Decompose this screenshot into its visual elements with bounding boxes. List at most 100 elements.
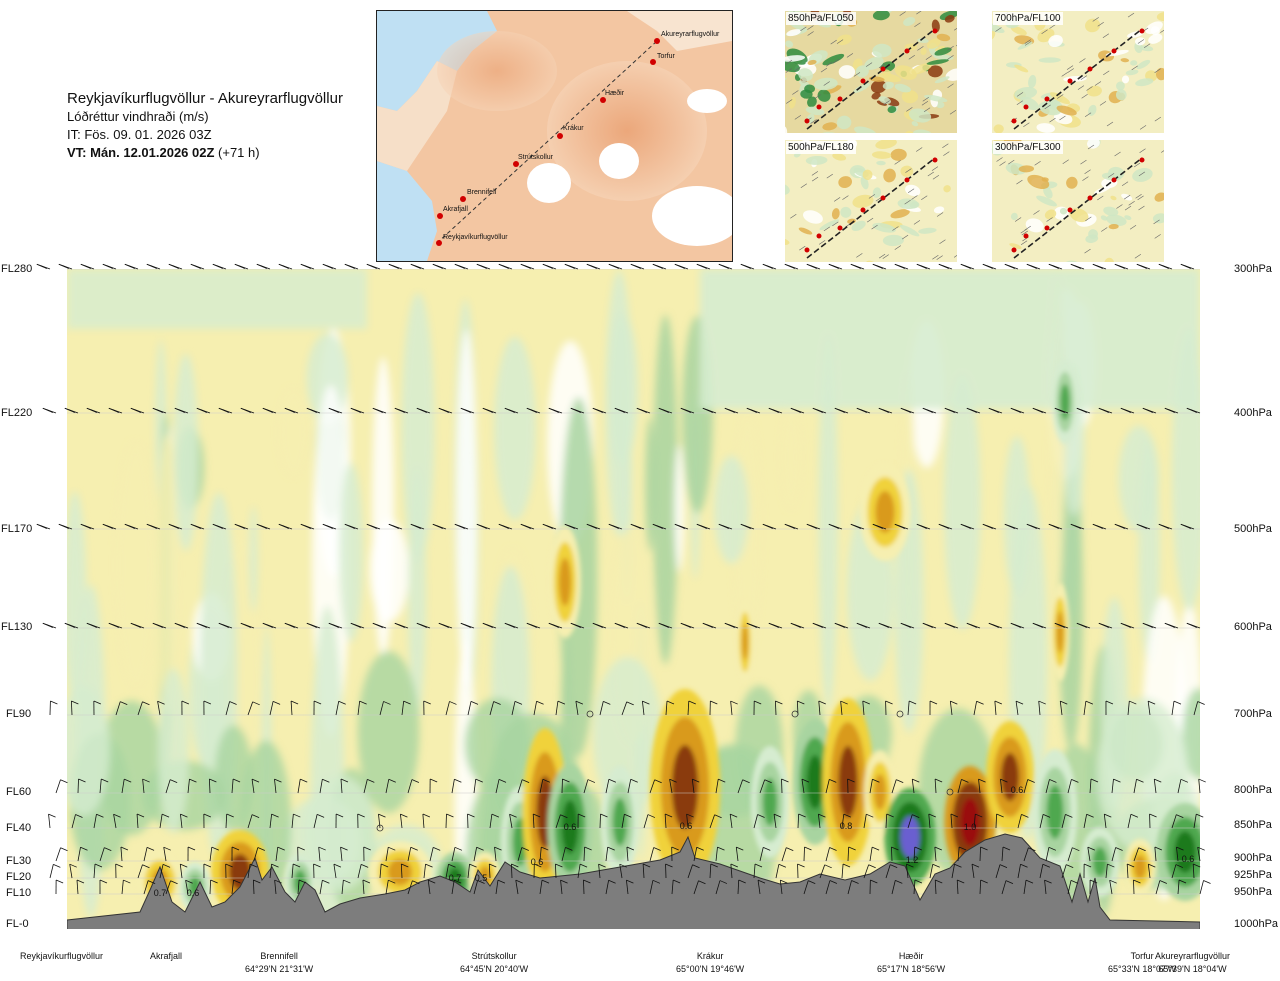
- wind-barb: [1000, 778, 1008, 794]
- wind-barb: [583, 879, 591, 895]
- wind-barb: [709, 814, 722, 829]
- thumb-barb: [1020, 240, 1028, 245]
- thumb-barb: [894, 160, 901, 165]
- wind-barb: [253, 847, 265, 862]
- wave-cell-core: [806, 755, 824, 809]
- route-map: Akureyrarflugvöllur Torfur Hæðir Krákur …: [376, 10, 733, 262]
- thumb-barb: [1024, 41, 1032, 46]
- thumb-field: [838, 176, 853, 189]
- thumbnail-700hpa[interactable]: 700hPa/FL100: [992, 11, 1164, 133]
- wind-barb: [318, 846, 326, 862]
- wind-barb: [1023, 847, 1036, 862]
- wind-barb: [203, 863, 212, 879]
- thumb-field: [935, 101, 945, 109]
- wind-barb: [759, 847, 771, 862]
- wind-barb: [1026, 523, 1041, 530]
- thumb-barb: [846, 53, 854, 58]
- wind-barb: [489, 813, 500, 829]
- thumbnail-850hpa[interactable]: 850hPa/FL050: [785, 11, 957, 133]
- wind-barb: [599, 813, 608, 829]
- wind-barb: [1147, 863, 1156, 879]
- thumb-barb: [1135, 194, 1142, 199]
- wind-barb: [900, 622, 915, 629]
- wind-barb: [730, 700, 738, 716]
- thumb-field: [785, 183, 790, 196]
- thumb-point: [1067, 78, 1073, 84]
- wind-barb: [1054, 407, 1069, 414]
- wind-barb: [1015, 700, 1024, 716]
- thumb-barb: [832, 58, 840, 64]
- thumb-barb: [785, 68, 793, 73]
- wind-barb: [863, 813, 874, 829]
- vertical-motion-band: [464, 697, 531, 792]
- wind-barb: [1120, 622, 1135, 629]
- thumb-field: [1120, 58, 1130, 63]
- thumb-barb: [1107, 173, 1115, 178]
- thumb-field: [917, 38, 929, 43]
- wind-barb: [812, 622, 827, 629]
- wind-barb: [680, 407, 695, 414]
- wind-barb: [451, 778, 462, 794]
- vertical-motion-band: [645, 416, 655, 552]
- thumb-field: [908, 108, 932, 123]
- wind-barb: [1001, 846, 1011, 862]
- thumb-barb: [1143, 43, 1151, 49]
- thumb-bg: [992, 140, 1164, 262]
- wind-barb: [181, 700, 190, 716]
- wind-barb: [922, 622, 937, 629]
- thumb-field: [789, 97, 796, 109]
- thumb-point: [816, 233, 822, 239]
- wind-barb: [520, 263, 535, 270]
- wind-barb: [269, 700, 281, 716]
- wind-barb: [55, 779, 68, 794]
- wind-barb: [363, 779, 375, 794]
- wind-barb: [532, 813, 541, 829]
- thumb-barb: [932, 254, 939, 260]
- thumb-barb: [1023, 122, 1030, 127]
- vertical-motion-region: [67, 269, 367, 329]
- wind-barb: [300, 263, 315, 270]
- wind-barb: [1127, 700, 1137, 716]
- wind-barb: [773, 813, 782, 829]
- wind-barb: [542, 263, 557, 270]
- fl-label: FL-0: [6, 918, 29, 930]
- thumbnail-300hpa[interactable]: 300hPa/FL300: [992, 140, 1164, 262]
- wind-barb: [388, 263, 403, 270]
- wind-barb: [746, 622, 761, 629]
- thumb-barb: [800, 183, 807, 188]
- thumb-barb: [1102, 33, 1110, 38]
- wind-barb: [407, 880, 420, 895]
- wind-barb: [42, 622, 57, 629]
- wind-barb: [274, 778, 282, 794]
- wind-barb: [1076, 622, 1091, 629]
- wind-barb: [1048, 263, 1063, 270]
- thumb-barb: [1077, 85, 1085, 90]
- wind-barb: [1092, 523, 1107, 530]
- thumb-route: [1013, 157, 1143, 259]
- thumb-field: [936, 33, 951, 42]
- wind-barb: [77, 846, 88, 862]
- wind-barb: [93, 863, 103, 879]
- thumb-field: [1043, 186, 1053, 199]
- thumb-barb: [832, 221, 839, 227]
- wind-barb: [671, 846, 679, 862]
- wind-barb: [300, 523, 315, 530]
- wind-barb: [1109, 879, 1117, 895]
- thumb-field: [933, 206, 945, 214]
- wind-barb: [555, 863, 563, 879]
- thumb-field: [1010, 212, 1018, 221]
- wind-barb: [410, 523, 425, 530]
- wave-cell-core: [742, 624, 748, 660]
- wind-barb: [872, 523, 887, 530]
- wind-barb: [291, 863, 301, 879]
- thumb-field: [905, 184, 921, 197]
- thumbnail-500hpa[interactable]: 500hPa/FL180: [785, 140, 957, 262]
- wind-barb: [1044, 879, 1052, 895]
- thumb-barb: [1086, 86, 1093, 91]
- vertical-motion-band: [372, 357, 395, 657]
- wind-barb: [357, 813, 365, 829]
- calm-wind-marker: [946, 788, 954, 796]
- wind-barb: [561, 778, 570, 794]
- thumb-field: [1116, 81, 1125, 91]
- vertical-motion-band: [456, 329, 477, 686]
